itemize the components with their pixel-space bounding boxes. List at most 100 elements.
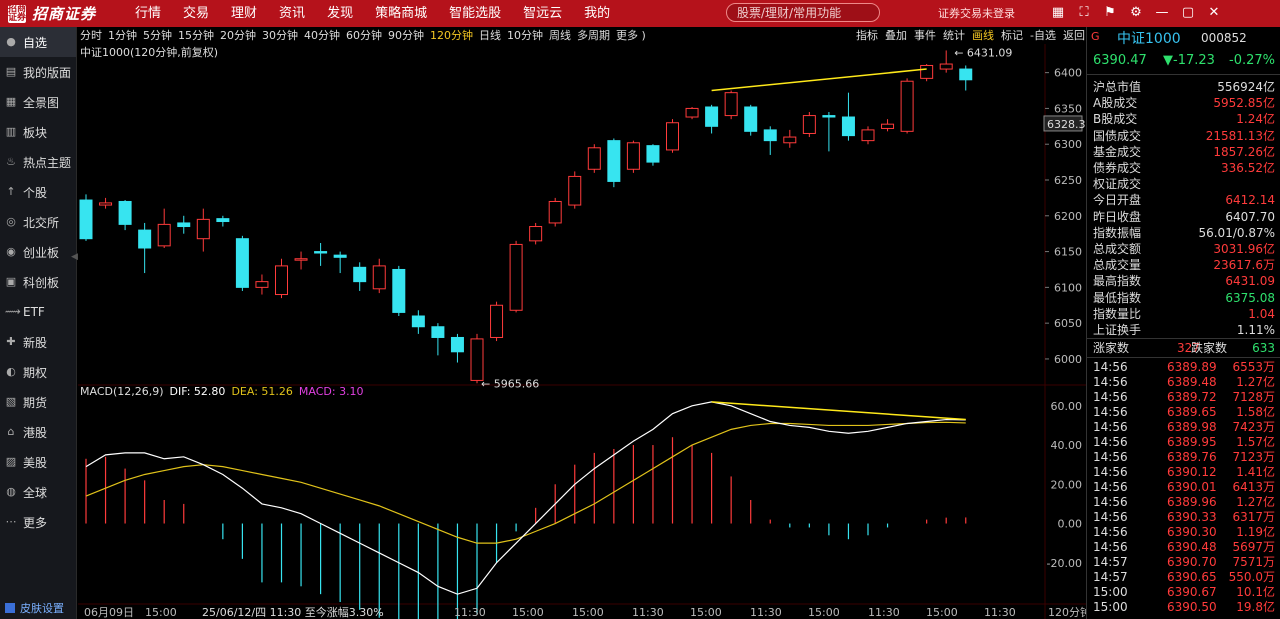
chart-tool[interactable]: 返回 — [1062, 29, 1085, 42]
window-icon[interactable]: ⚑ — [1104, 5, 1116, 20]
chart-tool[interactable]: 叠加 — [885, 29, 907, 42]
nav-item[interactable]: 智远云 — [523, 6, 563, 21]
candle-body[interactable] — [705, 106, 719, 127]
candle-body[interactable] — [314, 251, 328, 254]
period-tab[interactable]: 日线 — [479, 29, 501, 42]
chart-tool[interactable]: -自选 — [1030, 29, 1056, 42]
candle-body[interactable] — [490, 304, 504, 338]
nav-item[interactable]: 行情 — [135, 6, 162, 21]
candle-body[interactable] — [450, 336, 464, 353]
candle-body[interactable] — [841, 116, 855, 137]
period-tab[interactable]: 5分钟 — [143, 29, 172, 42]
candle-body[interactable] — [392, 268, 406, 313]
window-icon[interactable]: ▦ — [1051, 5, 1065, 20]
candle-body[interactable] — [822, 115, 836, 118]
candle-body[interactable] — [275, 265, 288, 296]
candle-body[interactable] — [724, 92, 738, 117]
sidebar-item[interactable]: ◎ 北交所 — [0, 207, 76, 237]
candle-body[interactable] — [861, 129, 875, 142]
sidebar-item[interactable]: ▦ 全景图 — [0, 87, 76, 117]
chart-tool[interactable]: 标记 — [1001, 29, 1023, 42]
candle-body[interactable] — [646, 145, 660, 163]
window-icon[interactable]: ✕ — [1208, 5, 1220, 20]
chart-tool[interactable]: 事件 — [914, 29, 936, 42]
candle-body[interactable] — [157, 223, 171, 247]
sidebar-item[interactable]: ▧ 期货 — [0, 387, 76, 417]
candle-body[interactable] — [881, 123, 895, 129]
period-tab[interactable]: 60分钟 — [346, 29, 382, 42]
candle-body[interactable] — [470, 338, 484, 381]
candle-body[interactable] — [802, 115, 816, 134]
chart-tool[interactable]: 画线 — [972, 29, 994, 42]
period-tab[interactable]: 更多 ) — [616, 29, 646, 42]
candle-body[interactable] — [333, 254, 347, 258]
sidebar-item[interactable]: ▤ 我的版面 — [0, 57, 76, 87]
period-tab[interactable]: 10分钟 — [507, 29, 543, 42]
nav-item[interactable]: 发现 — [327, 6, 354, 21]
sidebar-item[interactable]: ♨ 热点主题 — [0, 147, 76, 177]
window-icon[interactable]: — — [1155, 5, 1169, 20]
macd-trendline[interactable] — [711, 401, 966, 421]
candle-body[interactable] — [509, 243, 523, 311]
candle-body[interactable] — [411, 315, 425, 328]
candle-body[interactable] — [666, 122, 679, 151]
candle-body[interactable] — [548, 200, 562, 224]
candle-body[interactable] — [607, 140, 621, 182]
sidebar-item[interactable]: ▣ 科创板 — [0, 267, 76, 297]
sidebar-item[interactable]: ◐ 期权 — [0, 357, 76, 387]
nav-item[interactable]: 资讯 — [279, 6, 306, 21]
candle-body[interactable] — [79, 199, 93, 240]
sidebar-item[interactable]: ↑ 个股 — [0, 177, 76, 207]
candle-body[interactable] — [959, 68, 973, 81]
nav-item[interactable]: 策略商城 — [375, 6, 428, 21]
candle-body[interactable] — [939, 63, 953, 70]
candle-body[interactable] — [920, 64, 934, 79]
collapse-arrow-icon[interactable]: ◀ — [71, 252, 78, 262]
chart-tool[interactable]: 统计 — [943, 29, 965, 42]
nav-item[interactable]: 理财 — [231, 6, 258, 21]
candle-body[interactable] — [294, 258, 308, 261]
period-tab[interactable]: 20分钟 — [220, 29, 256, 42]
candle-body[interactable] — [900, 80, 914, 132]
sidebar-item[interactable]: ◍ 全球 — [0, 477, 76, 507]
period-tab[interactable]: 1分钟 — [108, 29, 137, 42]
period-tab[interactable]: 40分钟 — [304, 29, 340, 42]
sidebar-item[interactable]: ⌂ 港股 — [0, 417, 76, 447]
period-tab[interactable]: 30分钟 — [262, 29, 298, 42]
candle-body[interactable] — [118, 200, 132, 225]
period-tab[interactable]: 15分钟 — [178, 29, 214, 42]
nav-item[interactable]: 智能选股 — [449, 6, 502, 21]
window-icon[interactable]: ⚙ — [1130, 5, 1142, 20]
candle-body[interactable] — [99, 202, 113, 206]
nav-item[interactable]: 我的 — [584, 6, 611, 21]
sidebar-item[interactable]: ▨ 美股 — [0, 447, 76, 477]
candle-body[interactable] — [744, 106, 758, 132]
sidebar-item[interactable]: ◉ 创业板 — [0, 237, 76, 267]
login-status[interactable]: 证券交易未登录 — [938, 7, 1015, 20]
price-trendline[interactable] — [711, 68, 927, 92]
period-tab[interactable]: 120分钟 — [430, 29, 473, 42]
kline-chart[interactable]: 6400 6350 6300 6250 6200 6150 6100 6050 6000 6328… — [78, 44, 1086, 619]
candle-body[interactable] — [235, 238, 249, 288]
candle-body[interactable] — [353, 266, 367, 283]
sidebar-item[interactable]: ● 自选 — [0, 27, 76, 57]
nav-item[interactable]: 交易 — [183, 6, 210, 21]
candle-body[interactable] — [568, 175, 582, 206]
period-tab[interactable]: 分时 — [80, 29, 102, 42]
period-tab[interactable]: 90分钟 — [388, 29, 424, 42]
candle-body[interactable] — [685, 107, 699, 118]
search-input[interactable]: 股票/理财/常用功能 — [726, 3, 880, 22]
sidebar-item[interactable]: ⟿ ETF — [0, 297, 76, 327]
candle-body[interactable] — [626, 142, 640, 170]
sidebar-item[interactable]: ✚ 新股 — [0, 327, 76, 357]
sidebar-item[interactable]: ▥ 板块 — [0, 117, 76, 147]
app-logo[interactable]: 招商证券 招商证券 — [8, 4, 96, 23]
skin-settings-button[interactable]: 皮肤设置 — [0, 597, 76, 619]
candle-body[interactable] — [529, 226, 543, 242]
period-tab[interactable]: 多周期 — [577, 29, 610, 42]
candle-body[interactable] — [196, 218, 210, 240]
candle-body[interactable] — [255, 281, 269, 288]
candle-body[interactable] — [177, 222, 191, 228]
candle-body[interactable] — [372, 265, 386, 290]
candle-body[interactable] — [783, 136, 797, 144]
